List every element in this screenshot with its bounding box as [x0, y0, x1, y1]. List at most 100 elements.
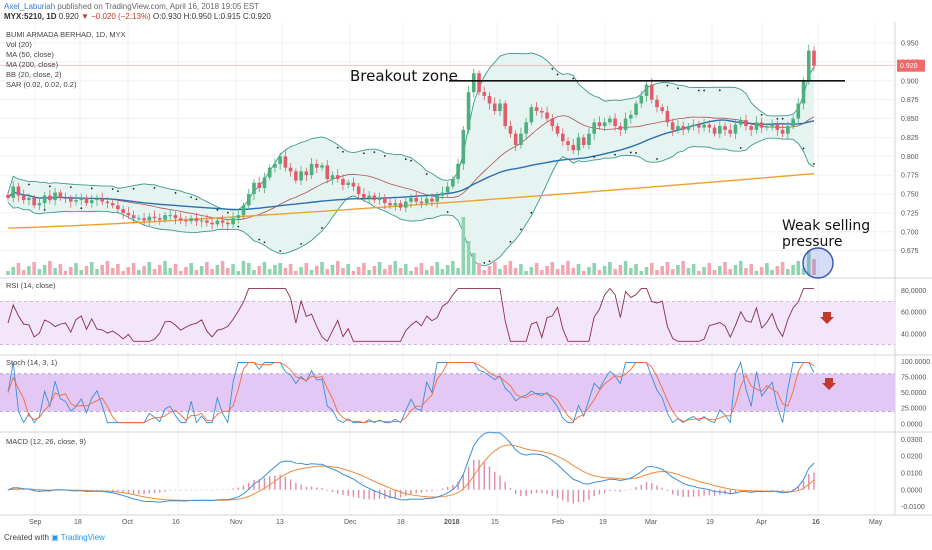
volume-bar — [393, 261, 398, 275]
volume-bar — [786, 269, 790, 275]
volume-bar — [602, 266, 607, 275]
created-with: Created with — [4, 533, 49, 542]
macd-histogram-bar — [138, 489, 140, 495]
candle-body — [79, 197, 84, 201]
legend-bb[interactable]: BB (20, close, 2) — [6, 70, 62, 79]
candle-body — [178, 218, 183, 221]
candle-body — [205, 220, 209, 223]
macd-histogram-bar — [698, 489, 700, 497]
tradingview-logo-icon: ▣ — [51, 533, 59, 542]
volume-bar — [676, 265, 680, 275]
candle-body — [11, 186, 16, 198]
volume-bar — [681, 261, 685, 275]
volume-bar — [691, 264, 696, 275]
weak-selling-annotation-2: pressure — [782, 234, 842, 250]
macd-histogram-bar — [420, 489, 423, 493]
macd-histogram-bar — [190, 489, 192, 491]
volume-bar — [629, 268, 633, 275]
volume-bar — [733, 265, 738, 275]
candle-body — [356, 186, 361, 195]
macd-histogram-bar — [535, 489, 538, 494]
macd-histogram-bar — [656, 485, 658, 490]
volume-bar — [498, 269, 502, 275]
candle-body — [220, 220, 225, 223]
candle-body — [770, 124, 774, 127]
rsi-tick-label: 80.0000 — [901, 288, 926, 295]
macd-histogram-bar — [583, 489, 585, 502]
candle-body — [299, 171, 303, 181]
candle-body — [241, 205, 246, 216]
candle-body — [519, 133, 523, 145]
volume-bar — [362, 263, 366, 275]
volume-bar — [252, 270, 256, 275]
macd-tick-label: 0.0300 — [901, 437, 923, 444]
macd-histogram-bar — [347, 489, 349, 496]
macd-histogram-bar — [310, 486, 313, 490]
macd-title[interactable]: MACD (12, 26, close, 9) — [6, 437, 87, 446]
candle-body — [765, 126, 769, 128]
legend-vol[interactable]: Vol (20) — [6, 40, 32, 49]
rsi-tick-label: 40.0000 — [901, 331, 926, 338]
stoch-tick-label: 25.0000 — [901, 406, 926, 413]
macd-histogram-bar — [321, 488, 323, 490]
candle-body — [27, 197, 31, 201]
x-tick-label: Nov — [230, 519, 243, 526]
volume-bar — [79, 270, 84, 275]
volume-bar — [69, 267, 73, 275]
macd-histogram-bar — [588, 489, 590, 500]
volume-bar — [796, 261, 801, 275]
rsi-title[interactable]: RSI (14, close) — [6, 281, 56, 290]
candle-body — [733, 124, 738, 134]
volume-bar — [84, 266, 89, 275]
price-tick-label: 0.875 — [901, 97, 919, 104]
stoch-title[interactable]: Stoch (14, 3, 1) — [6, 358, 58, 367]
volume-bar — [383, 269, 387, 275]
candle-body — [435, 195, 439, 202]
sar-dot — [530, 211, 533, 214]
volume-bar — [116, 264, 120, 275]
legend-ma200[interactable]: MA (200, close) — [6, 60, 59, 69]
macd-histogram-bar — [682, 489, 684, 498]
candle-body — [194, 218, 199, 222]
volume-bar — [48, 261, 52, 275]
volume-bar — [100, 265, 105, 275]
tradingview-link[interactable]: TradingView — [60, 533, 105, 542]
candle-body — [587, 133, 591, 145]
volume-bar — [801, 268, 806, 275]
volume-bar — [712, 270, 717, 275]
volume-bar — [744, 268, 748, 275]
candle-body — [775, 124, 780, 130]
candle-body — [137, 218, 141, 220]
macd-histogram-bar — [195, 489, 198, 491]
sar-dot — [279, 249, 282, 252]
macd-histogram-bar — [206, 489, 208, 491]
candle-body — [634, 103, 638, 115]
volume-bar — [644, 267, 649, 275]
legend-sar[interactable]: SAR (0.02, 0.02, 0.2) — [6, 80, 77, 89]
legend-ma50[interactable]: MA (50, close) — [6, 50, 54, 59]
volume-bar — [199, 266, 204, 275]
macd-histogram-bar — [279, 474, 281, 490]
sar-dot — [153, 186, 156, 189]
sar-dot — [117, 190, 119, 193]
volume-bar — [105, 261, 110, 275]
macd-histogram-bar — [661, 487, 663, 490]
sar-dot — [383, 155, 386, 157]
macd-histogram-bar — [169, 489, 171, 491]
volume-bar — [278, 263, 282, 275]
macd-histogram-bar — [101, 489, 103, 491]
candle-body — [419, 201, 424, 204]
candle-body — [644, 84, 649, 96]
macd-histogram-bar — [394, 489, 396, 498]
sar-dot — [336, 146, 339, 149]
volume-bar — [257, 266, 262, 275]
candle-body — [267, 167, 272, 178]
sar-dot — [28, 183, 30, 186]
sar-dot — [69, 186, 72, 189]
volume-bar — [142, 266, 146, 275]
macd-histogram-bar — [614, 489, 616, 492]
candle-body — [477, 73, 481, 93]
sar-dot — [483, 261, 486, 264]
author-link[interactable]: Axel_Laburiah — [4, 2, 56, 11]
